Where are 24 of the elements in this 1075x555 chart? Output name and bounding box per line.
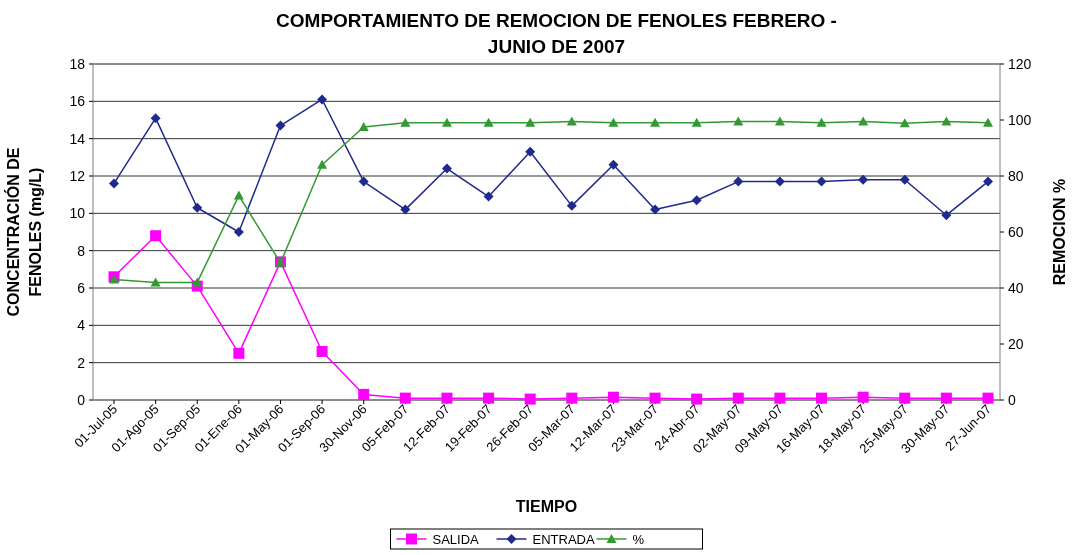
y-tick-label: 14 <box>69 130 86 147</box>
y2-tick-label: 20 <box>1008 336 1024 352</box>
y-tick-label: 8 <box>77 242 86 259</box>
y-tick-label: 12 <box>69 168 86 184</box>
y-tick-label: 2 <box>77 354 86 371</box>
legend-label: ENTRADA <box>532 532 595 547</box>
y2-tick-label: 40 <box>1008 280 1024 296</box>
y-tick-label: 18 <box>69 56 86 72</box>
y2-tick-label: 100 <box>1008 112 1032 128</box>
y-tick-label: 6 <box>77 280 86 296</box>
y-axis-title: CONCENTRACIÓN DE FENOLES (mg/L) <box>4 147 44 317</box>
y2-tick-label: 0 <box>1008 392 1016 408</box>
y-tick-label: 4 <box>77 317 86 334</box>
y-tick-label: 0 <box>77 392 86 408</box>
y2-tick-label: 80 <box>1008 168 1024 184</box>
y-tick-label: 10 <box>69 205 86 222</box>
y2-tick-label: 60 <box>1008 224 1024 240</box>
legend-label: SALIDA <box>432 532 480 547</box>
y2-tick-label: 120 <box>1008 56 1032 72</box>
x-axis-title: TIEMPO <box>515 498 578 515</box>
y-tick-label: 16 <box>69 93 86 110</box>
legend-label: % <box>632 532 645 547</box>
y2-axis-title: REMOCION % <box>1051 178 1068 286</box>
chart-title: COMPORTAMIENTO DE REMOCION DE FENOLES FEBRERO - JUNIO DE 2007 <box>276 10 837 57</box>
